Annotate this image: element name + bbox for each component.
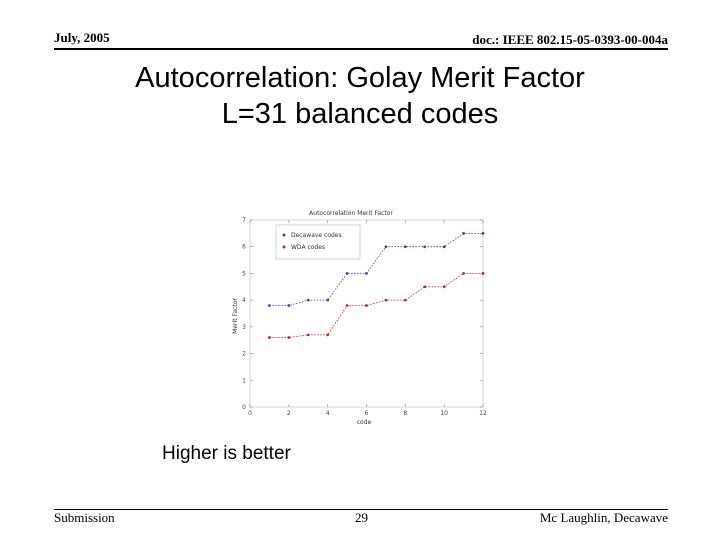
series-0-point (403, 245, 407, 249)
series-0-point (306, 298, 310, 302)
series-1-point (481, 272, 485, 275)
y-tick-label: 1 (242, 377, 246, 384)
footer-submission: Submission (54, 510, 115, 525)
x-tick-label: 12 (479, 410, 487, 417)
series-1-point (442, 285, 446, 289)
x-tick-label: 6 (365, 410, 369, 417)
slide-title-line-2: L=31 balanced codes (221, 98, 499, 130)
y-tick-label: 5 (242, 270, 246, 277)
slide-title-line-1: Autocorrelation: Golay Merit Factor (135, 62, 585, 94)
series-0-point (423, 245, 427, 249)
y-tick-label: 3 (242, 324, 246, 331)
header-date: July, 2005 (54, 30, 110, 45)
series-1-point (268, 336, 271, 339)
y-tick-label: 6 (242, 244, 246, 251)
series-1-point (345, 304, 349, 307)
footer-page-number: 29 (355, 510, 368, 525)
y-tick-label: 4 (242, 297, 246, 304)
series-1-point (423, 285, 427, 289)
series-1-point (287, 336, 291, 339)
header-doc-id: doc.: IEEE 802.15-05-0393-00-004a (472, 32, 668, 47)
legend-swatch-1 (282, 245, 286, 249)
series-1-point (384, 298, 388, 302)
caption: Higher is better (162, 443, 291, 464)
series-0-point (365, 272, 368, 275)
series-0-point (345, 272, 349, 275)
chart-y-axis-label: Merit Factor (232, 298, 239, 334)
series-1-point (306, 333, 310, 337)
legend-label-0: Decawave codes (291, 232, 342, 239)
header-divider (54, 48, 668, 50)
series-0-point (287, 304, 291, 307)
series-1-point (326, 333, 330, 337)
series-0-point (442, 245, 446, 249)
x-tick-label: 10 (440, 410, 448, 417)
series-0-point (268, 304, 271, 307)
chart-markers (268, 231, 485, 339)
series-1-point (403, 298, 407, 302)
series-0-point (384, 245, 388, 249)
series-1-point (462, 272, 465, 275)
legend-swatch-0 (282, 233, 286, 237)
slide-title: Autocorrelation: Golay Merit Factor L=31… (0, 60, 720, 132)
x-tick-label: 8 (403, 410, 407, 417)
footer-author: Mc Laughlin, Decawave (539, 510, 668, 525)
chart-x-axis-label: code (357, 419, 372, 426)
series-line-1 (269, 273, 483, 338)
y-tick-label: 7 (242, 217, 246, 224)
chart-legend: Decawave codes WDA codes (275, 224, 361, 260)
chart-title: Autocorrelation Merit Factor (309, 210, 393, 217)
series-0-point (462, 231, 465, 235)
series-0-point (326, 298, 330, 302)
legend-box (275, 224, 361, 260)
y-tick-label: 2 (242, 351, 246, 358)
x-tick-label: 2 (287, 410, 291, 417)
series-1-point (365, 304, 368, 307)
legend-label-1: WDA codes (291, 244, 325, 251)
series-line-0 (269, 233, 483, 306)
series-0-point (481, 231, 485, 235)
x-tick-label: 0 (248, 410, 252, 417)
footer-divider (54, 509, 668, 510)
x-tick-label: 4 (326, 410, 330, 417)
y-tick-label: 0 (242, 404, 246, 411)
chart-series-lines (269, 233, 483, 338)
